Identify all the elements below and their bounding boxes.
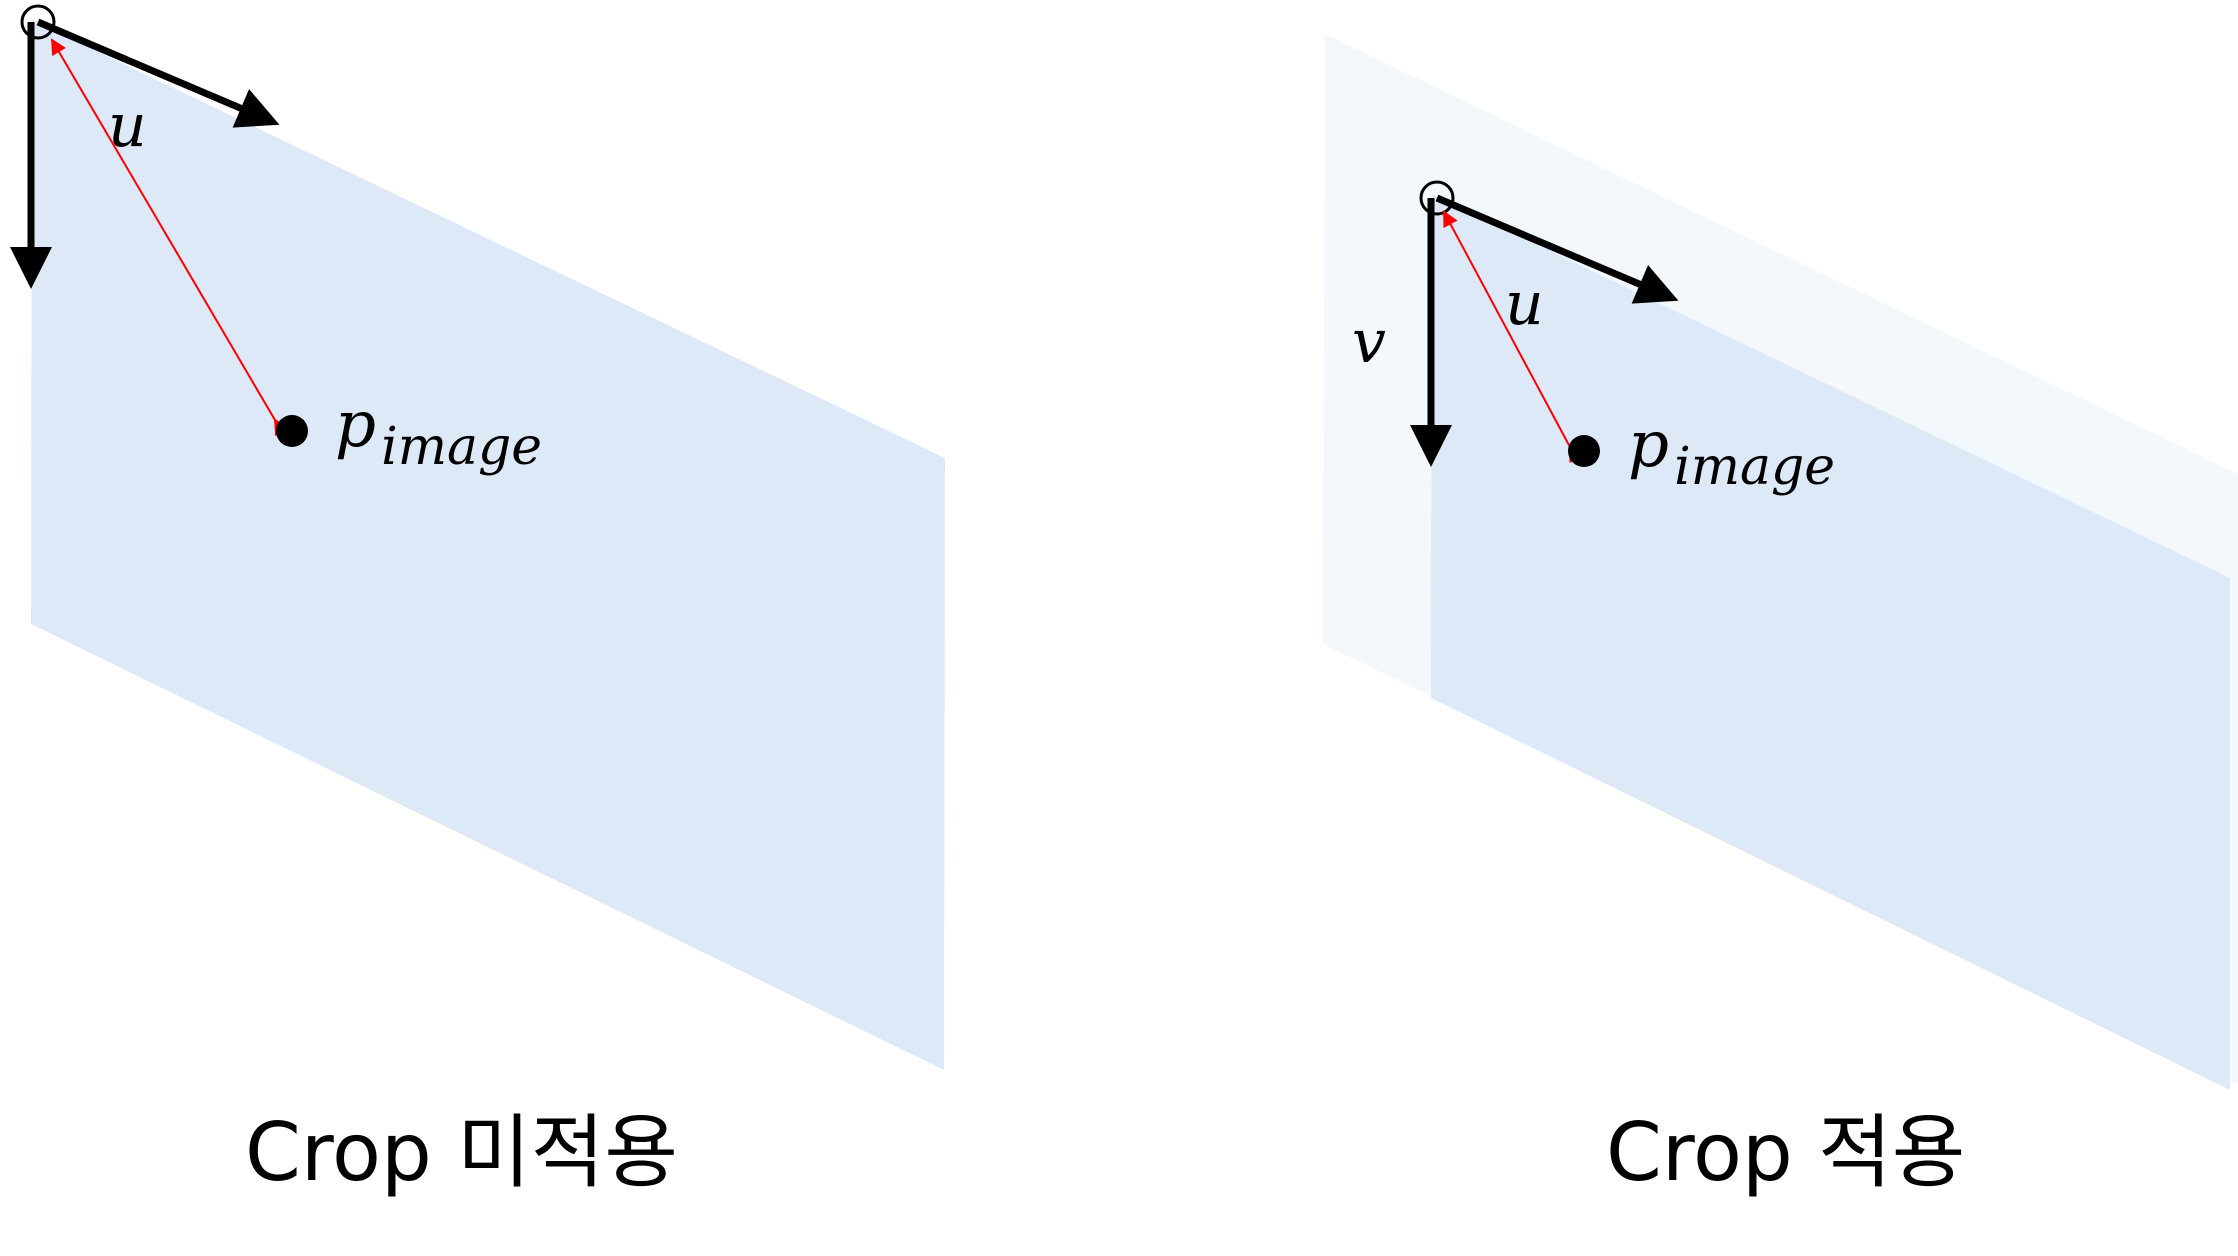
p-image-label-subscript: image [1674, 437, 1835, 497]
image-point [276, 415, 308, 447]
right-panel: u v p image Crop 적용 [1323, 34, 2238, 1199]
image-point [1568, 435, 1600, 467]
right-caption: Crop 적용 [1606, 1106, 1965, 1199]
left-panel: u p image Crop 미적용 [22, 6, 945, 1199]
u-label: u [1505, 269, 1544, 339]
image-plane [31, 20, 945, 1070]
v-label: v [1352, 307, 1386, 377]
u-label: u [108, 91, 147, 161]
p-image-label-main: p [1628, 408, 1669, 482]
left-caption: Crop 미적용 [245, 1106, 678, 1199]
p-image-label-subscript: image [381, 417, 542, 477]
p-image-label-main: p [335, 388, 376, 462]
